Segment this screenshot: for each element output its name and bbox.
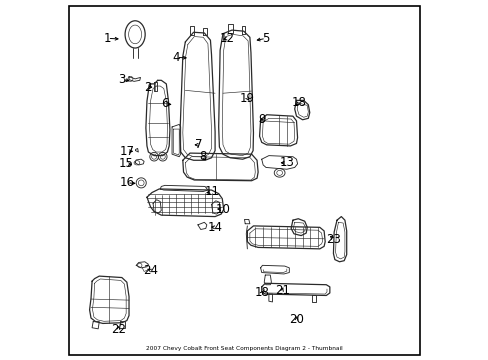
Text: 11: 11 bbox=[204, 185, 219, 198]
Text: 2: 2 bbox=[143, 81, 151, 94]
Text: 20: 20 bbox=[288, 313, 304, 327]
Text: 13: 13 bbox=[279, 156, 294, 169]
Text: 19: 19 bbox=[240, 92, 254, 105]
Text: 14: 14 bbox=[207, 221, 222, 234]
Text: 23: 23 bbox=[325, 233, 340, 246]
Text: 2007 Chevy Cobalt Front Seat Components Diagram 2 - Thumbnail: 2007 Chevy Cobalt Front Seat Components … bbox=[146, 346, 342, 351]
Text: 24: 24 bbox=[143, 264, 158, 277]
Text: 3: 3 bbox=[118, 73, 125, 86]
Text: 1: 1 bbox=[103, 32, 111, 45]
Text: 18: 18 bbox=[254, 287, 268, 300]
Text: 12: 12 bbox=[219, 32, 234, 45]
Text: 5: 5 bbox=[262, 32, 269, 45]
Text: 4: 4 bbox=[172, 51, 180, 64]
Text: 18: 18 bbox=[291, 96, 306, 109]
Text: 15: 15 bbox=[119, 157, 133, 170]
Text: 9: 9 bbox=[258, 113, 265, 126]
Text: 8: 8 bbox=[199, 150, 206, 163]
Text: 10: 10 bbox=[215, 203, 230, 216]
Text: 17: 17 bbox=[119, 145, 134, 158]
Text: 21: 21 bbox=[274, 284, 289, 297]
Text: 6: 6 bbox=[161, 98, 168, 111]
Text: 22: 22 bbox=[111, 323, 125, 336]
Text: 7: 7 bbox=[194, 138, 202, 151]
Text: 16: 16 bbox=[119, 176, 134, 189]
